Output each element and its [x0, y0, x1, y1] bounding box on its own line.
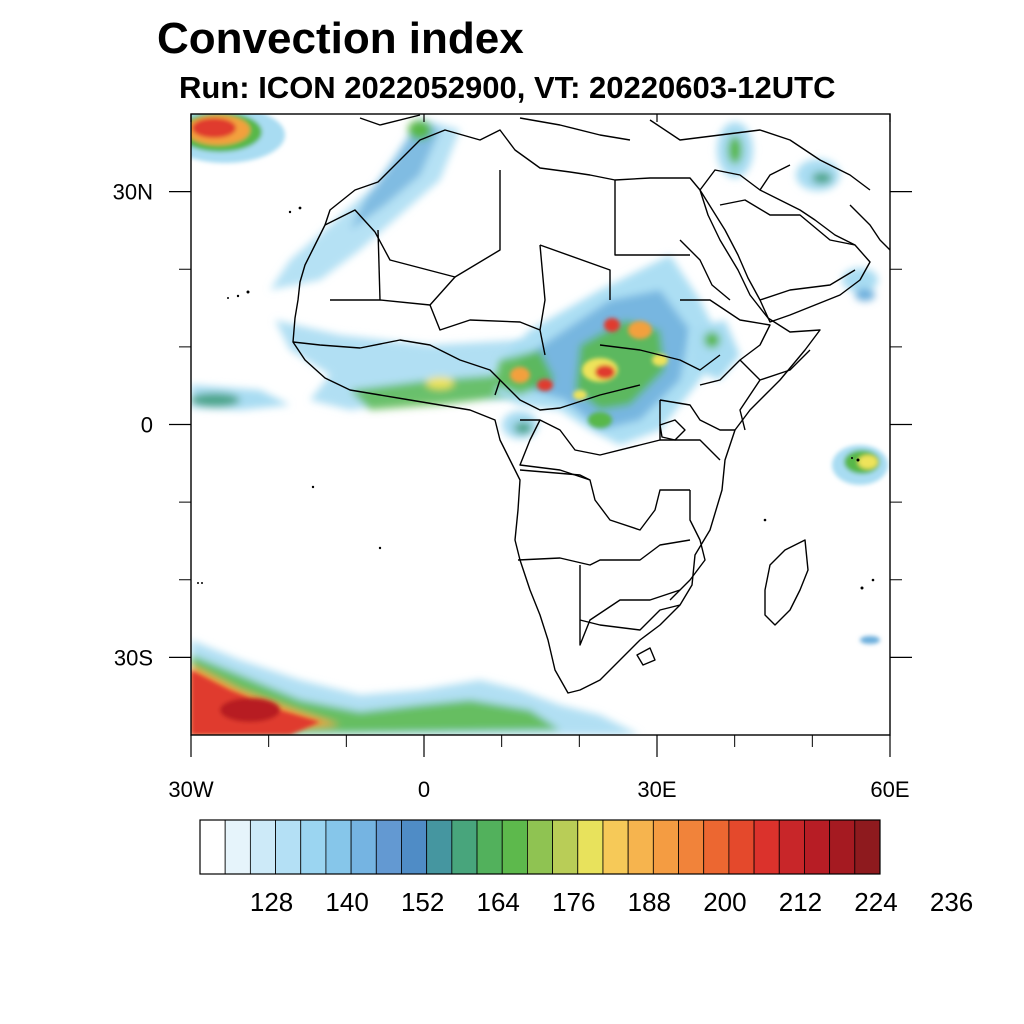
xtick-label: 60E: [870, 777, 909, 802]
colorbar-label: 140: [325, 887, 368, 917]
colorbar-box-14: [552, 819, 579, 875]
colorbar-label: 224: [854, 887, 897, 917]
colorbar-box-17: [627, 819, 654, 875]
axis-ticks: 30W 0 30E 60E 30N 0 30S: [113, 114, 912, 802]
field-central-africa-cores: [510, 318, 668, 428]
field-nw-corner: [191, 114, 285, 163]
colorbar-box-13: [527, 819, 553, 875]
border-libya-egypt: [614, 180, 690, 256]
colorbar-label: 164: [477, 887, 520, 917]
border-sahel-2: [429, 304, 541, 331]
border-angola-zambia: [517, 469, 691, 566]
colorbar-box-25: [829, 819, 856, 875]
field-south-atlantic-core: [191, 670, 320, 735]
islands: [197, 206, 875, 590]
colorbar-label: 200: [703, 887, 746, 917]
colorbar-box-1: [224, 819, 251, 875]
field-nw-africa-band: [270, 118, 460, 290]
border-nigeria-cameroon: [499, 379, 641, 411]
colorbar-box-11: [476, 819, 503, 875]
border-ethiopia: [680, 299, 771, 386]
country-boundaries: [292, 114, 890, 694]
persian-gulf: [849, 204, 890, 251]
colorbar-box-15: [577, 819, 604, 875]
lesotho: [636, 647, 656, 666]
madagascar: [764, 539, 809, 626]
colorbar-box-20: [703, 819, 730, 875]
border-namibia-botswana: [579, 565, 681, 646]
colorbar: 128 140 152 164 176 188 200 212 224 236: [199, 819, 973, 917]
colorbar-label: 212: [779, 887, 822, 917]
colorbar-box-5: [325, 819, 352, 875]
colorbar-box-22: [753, 819, 780, 875]
xtick-label: 30W: [168, 777, 213, 802]
xtick-label: 0: [418, 777, 430, 802]
border-arabia-inner: [719, 164, 856, 246]
colorbar-box-23: [778, 819, 805, 875]
ytick-label: 30N: [113, 180, 153, 205]
colorbar-label: 128: [250, 887, 293, 917]
plot-area: [191, 114, 890, 735]
colorbar-box-9: [426, 819, 453, 875]
colorbar-box-0: [199, 819, 226, 875]
colorbar-box-10: [451, 819, 478, 875]
field-atlantic-band: [191, 385, 290, 410]
colorbar-box-12: [501, 819, 528, 875]
colorbar-box-6: [350, 819, 377, 875]
xtick-label: 30E: [637, 777, 676, 802]
colorbar-box-3: [275, 819, 302, 875]
colorbar-box-2: [249, 819, 276, 875]
colorbar-box-7: [375, 819, 402, 875]
colorbar-label: 176: [552, 887, 595, 917]
field-indian-ocean: [832, 445, 888, 644]
border-south-sudan: [599, 344, 721, 371]
colorbar-box-24: [804, 819, 831, 875]
map-subtitle: Run: ICON 2022052900, VT: 20220603-12UTC: [179, 70, 836, 105]
arabia-coast: [699, 169, 871, 323]
colorbar-label: 152: [401, 887, 444, 917]
border-morocco: [324, 209, 376, 233]
border-mozambique: [669, 490, 706, 601]
border-west-africa: [292, 339, 501, 396]
colorbar-box-26: [854, 819, 881, 875]
colorbar-box-4: [300, 819, 327, 875]
map-title: Convection index: [157, 14, 524, 63]
lake-victoria: [659, 419, 686, 441]
colorbar-box-21: [728, 819, 755, 875]
border-yemen: [759, 269, 856, 301]
colorbar-frame: [199, 819, 881, 875]
border-sinai: [679, 239, 731, 301]
border-south-africa: [579, 604, 681, 631]
colorbar-box-8: [401, 819, 428, 875]
mediterranean-north: [359, 114, 871, 191]
field-congo: [502, 411, 538, 439]
colorbar-label: 188: [628, 887, 671, 917]
border-kenya-uganda: [659, 399, 735, 461]
colorbar-box-19: [678, 819, 705, 875]
colorbar-box-16: [602, 819, 629, 875]
colorbar-box-18: [652, 819, 679, 875]
ytick-label: 30S: [114, 645, 153, 670]
ytick-label: 0: [141, 413, 153, 438]
border-egypt-sudan: [539, 244, 611, 300]
border-somalia: [739, 349, 811, 431]
border-drc: [519, 419, 690, 531]
border-chad-sudan: [539, 244, 546, 356]
field-ethiopia: [690, 320, 740, 380]
border-mali-niger: [377, 229, 381, 301]
border-sahel-1: [330, 276, 456, 306]
colorbar-label: 236: [930, 887, 973, 917]
